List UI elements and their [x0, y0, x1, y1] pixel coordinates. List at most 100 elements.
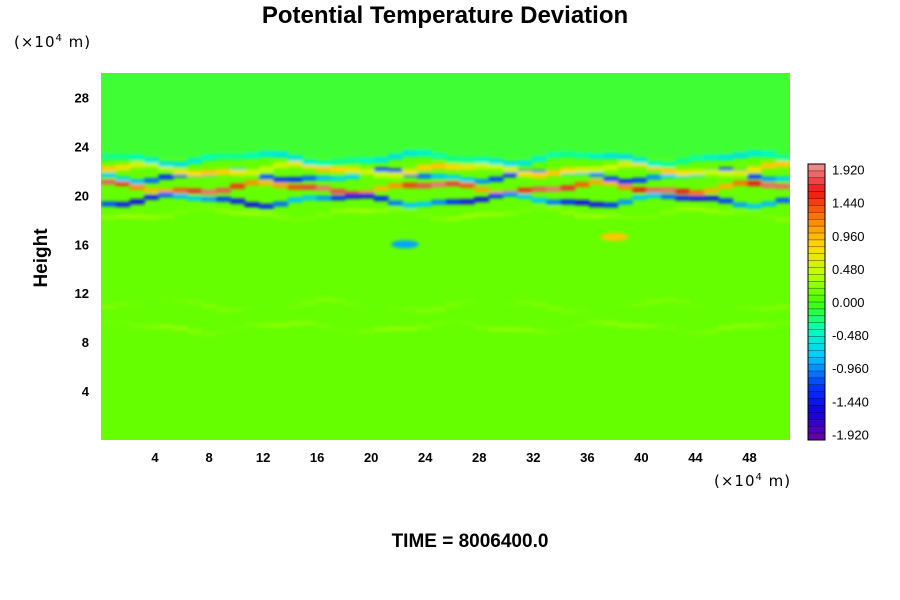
band-cell [675, 206, 691, 211]
band-cell [416, 324, 432, 329]
band-cell [258, 305, 274, 310]
colorbar-bin [808, 288, 825, 296]
band-cell [589, 305, 604, 310]
colorbar-bin [808, 398, 825, 406]
band-cell [230, 307, 246, 312]
band-cell [746, 150, 762, 157]
y-tick-label: 4 [82, 384, 90, 399]
band-cell [129, 214, 145, 219]
band-cell [545, 152, 561, 159]
band-cell [416, 308, 432, 313]
band-cell [574, 200, 590, 206]
band-cell [746, 323, 762, 328]
band-cell [502, 172, 518, 178]
colorbar-bin [808, 170, 825, 179]
band-cell [474, 178, 490, 184]
colorbar-tick-label: -1.440 [832, 394, 869, 409]
band-cell [761, 162, 777, 169]
band-cell [589, 153, 604, 160]
band-cell [316, 175, 332, 181]
band-cell [617, 153, 633, 160]
band-cell [187, 158, 203, 165]
band-cell [431, 173, 447, 179]
band-cell [732, 152, 748, 159]
band-cell [359, 209, 375, 214]
band-cell [359, 304, 375, 309]
colorbar-bin [808, 164, 825, 172]
colorbar-tick-label: -1.920 [832, 427, 869, 442]
band-cell [445, 216, 461, 221]
band-cell [215, 329, 231, 334]
band-cell [201, 169, 217, 176]
band-cell [632, 157, 648, 164]
band-cell [258, 150, 274, 157]
x-unit-exponent: 4 [755, 472, 763, 483]
colorbar-bin [808, 295, 825, 303]
band-cell [301, 321, 317, 326]
band-cell [158, 214, 174, 219]
band-cell [632, 177, 648, 183]
band-cell [689, 206, 705, 211]
band-cell [431, 307, 447, 312]
band-cell [388, 153, 404, 160]
band-cell [115, 320, 131, 325]
band-cell [431, 153, 447, 160]
band-cell [445, 319, 461, 324]
band-cell [158, 192, 174, 198]
band-cell [488, 176, 504, 182]
band-cell [502, 300, 518, 305]
band-cell [646, 323, 662, 328]
colorbar-bin [808, 426, 825, 434]
band-cell [345, 157, 360, 164]
band-cell [158, 324, 174, 329]
band-cell [330, 176, 346, 182]
band-cell [172, 187, 188, 193]
band-cell [675, 329, 691, 334]
y-tick-label: 20 [75, 188, 89, 203]
band-cell [775, 321, 790, 326]
chart-title: Potential Temperature Deviation [261, 2, 629, 29]
x-tick-label: 40 [634, 450, 648, 465]
band-cell [718, 198, 734, 204]
band-cell [402, 168, 418, 175]
colorbar-tick-label: 0.480 [832, 262, 865, 277]
band-cell [215, 307, 231, 312]
x-unit-prefix: (×10 [714, 472, 756, 490]
band-cell [158, 161, 174, 168]
band-cell [488, 158, 504, 165]
band-cell [431, 199, 447, 205]
colorbar-bin [808, 302, 825, 310]
band-cell [402, 202, 418, 208]
band-cell [560, 210, 576, 215]
band-cell [258, 322, 274, 327]
band-cell [115, 214, 131, 219]
band-cell [373, 196, 389, 202]
band-cell [761, 183, 777, 189]
band-cell [345, 174, 360, 180]
colorbar-bin [808, 219, 825, 227]
band-cell [101, 153, 116, 160]
band-cell [215, 196, 231, 202]
band-cell [459, 182, 475, 188]
band-cell [201, 196, 217, 202]
band-cell [115, 176, 131, 182]
band-cell [330, 209, 346, 214]
band-cell [560, 151, 576, 158]
band-cell [187, 170, 203, 177]
band-cell [273, 151, 289, 158]
band-cell [388, 200, 404, 206]
band-cell [115, 302, 131, 307]
band-cell [129, 154, 145, 161]
band-cell [388, 172, 404, 179]
band-cell [589, 172, 604, 178]
band-cell [531, 197, 547, 203]
band-cell [646, 161, 662, 168]
colorbar-tick-label: 0.000 [832, 295, 865, 310]
band-cell [474, 157, 490, 164]
band-cell [258, 180, 274, 186]
band-cell [230, 169, 246, 176]
band-cell [488, 212, 504, 217]
band-cell [646, 192, 662, 198]
band-cell [388, 168, 404, 174]
band-cell [603, 213, 619, 218]
